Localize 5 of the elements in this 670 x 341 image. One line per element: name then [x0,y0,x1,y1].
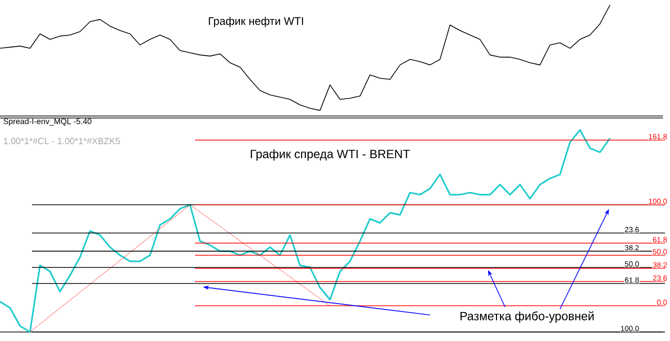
text: График нефти WTI [208,16,304,28]
annotation: 1.00*1*#CL - 1.00*1*#XBZK5 [4,138,120,144]
annotation: Разметка фибо-уровней [460,311,594,323]
chart-subtitle: Spread-I-env_MQL -5.40 [4,118,92,126]
text: График спреда WTI - BRENT [250,149,410,161]
